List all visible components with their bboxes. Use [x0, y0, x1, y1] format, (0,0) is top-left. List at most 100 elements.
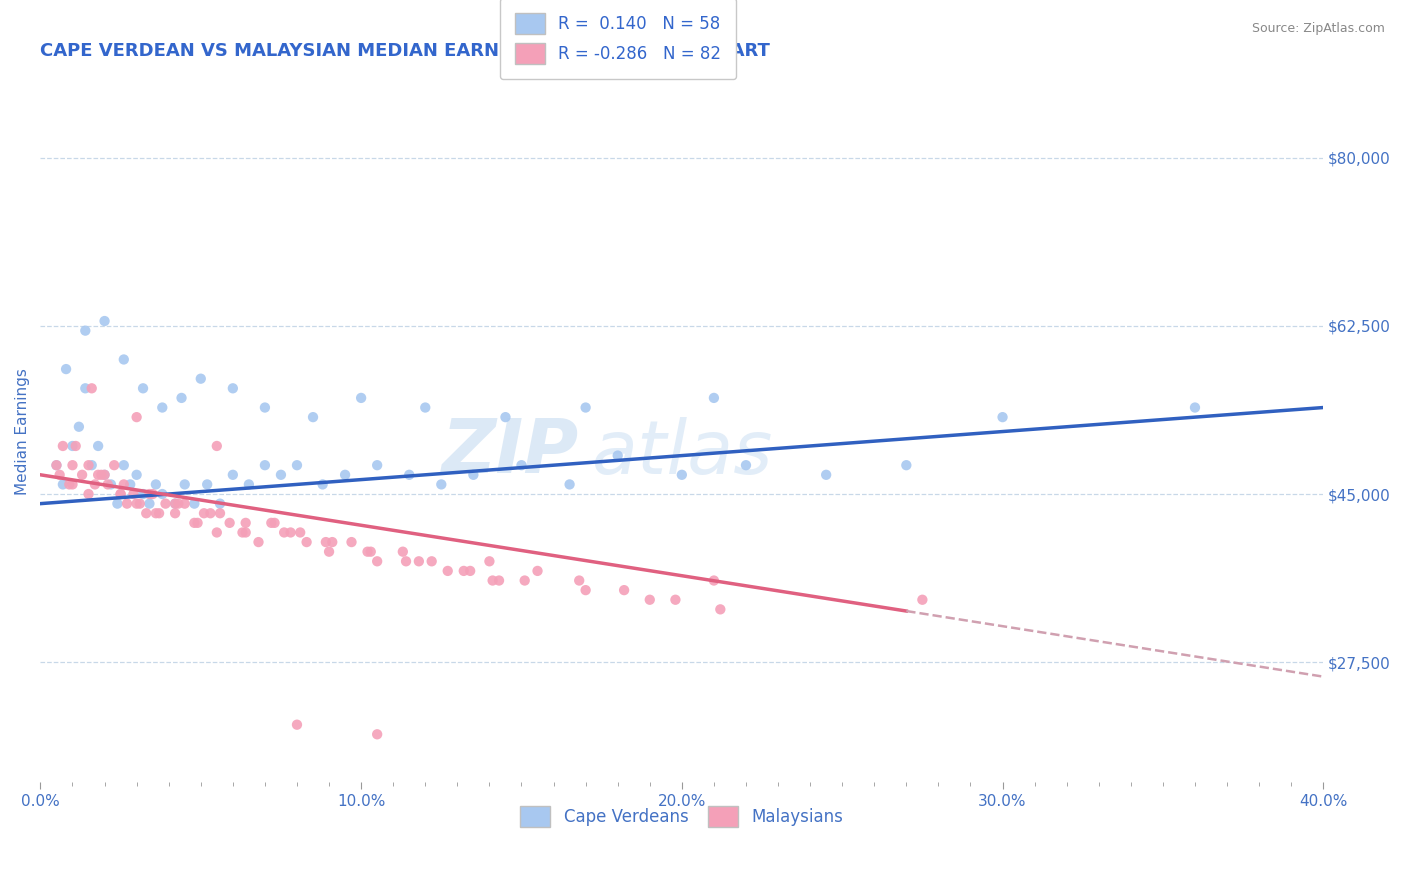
Point	[52, 477, 75, 491]
Point	[231, 525, 253, 540]
Point	[128, 497, 150, 511]
Point	[187, 516, 209, 530]
Point	[77, 487, 100, 501]
Point	[420, 554, 443, 568]
Point	[991, 410, 1014, 425]
Point	[513, 574, 536, 588]
Point	[84, 477, 107, 491]
Point	[398, 467, 420, 482]
Point	[263, 516, 285, 530]
Point	[315, 535, 337, 549]
Point	[575, 583, 598, 598]
Point	[110, 487, 132, 501]
Point	[222, 381, 245, 395]
Point	[606, 449, 628, 463]
Point	[45, 458, 67, 473]
Point	[413, 401, 436, 415]
Point	[62, 439, 84, 453]
Point	[430, 477, 453, 491]
Point	[458, 564, 481, 578]
Point	[80, 458, 103, 473]
Point	[93, 467, 115, 482]
Point	[205, 439, 228, 453]
Point	[55, 362, 77, 376]
Point	[575, 401, 598, 415]
Point	[170, 391, 193, 405]
Point	[87, 467, 110, 482]
Point	[150, 487, 173, 501]
Point	[703, 574, 725, 588]
Point	[273, 525, 295, 540]
Point	[93, 467, 115, 482]
Point	[238, 477, 260, 491]
Point	[395, 554, 418, 568]
Point	[638, 592, 661, 607]
Point	[235, 516, 257, 530]
Point	[93, 314, 115, 328]
Point	[453, 564, 475, 578]
Point	[190, 372, 212, 386]
Text: Source: ZipAtlas.com: Source: ZipAtlas.com	[1251, 22, 1385, 36]
Point	[350, 391, 373, 405]
Point	[247, 535, 270, 549]
Point	[120, 477, 142, 491]
Point	[911, 592, 934, 607]
Point	[356, 544, 378, 558]
Point	[148, 506, 170, 520]
Point	[208, 506, 231, 520]
Point	[193, 506, 215, 520]
Point	[366, 554, 388, 568]
Point	[270, 467, 292, 482]
Point	[65, 439, 87, 453]
Point	[815, 467, 838, 482]
Point	[321, 535, 343, 549]
Point	[1184, 401, 1206, 415]
Point	[463, 467, 485, 482]
Point	[77, 458, 100, 473]
Point	[165, 506, 187, 520]
Point	[45, 458, 67, 473]
Point	[80, 381, 103, 395]
Point	[488, 574, 510, 588]
Point	[735, 458, 758, 473]
Text: atlas: atlas	[592, 417, 773, 489]
Point	[173, 477, 195, 491]
Point	[568, 574, 591, 588]
Legend: Cape Verdeans, Malaysians: Cape Verdeans, Malaysians	[513, 799, 851, 834]
Point	[478, 554, 501, 568]
Point	[253, 458, 276, 473]
Point	[285, 717, 308, 731]
Point	[494, 410, 516, 425]
Point	[200, 506, 222, 520]
Point	[100, 477, 122, 491]
Point	[112, 477, 135, 491]
Point	[132, 381, 155, 395]
Point	[115, 497, 138, 511]
Point	[218, 516, 240, 530]
Point	[285, 458, 308, 473]
Point	[311, 477, 333, 491]
Point	[205, 525, 228, 540]
Point	[165, 497, 187, 511]
Point	[664, 592, 686, 607]
Point	[135, 506, 157, 520]
Point	[260, 516, 283, 530]
Point	[366, 727, 388, 741]
Point	[125, 410, 148, 425]
Point	[222, 467, 245, 482]
Point	[103, 458, 125, 473]
Point	[290, 525, 312, 540]
Point	[122, 487, 145, 501]
Point	[112, 352, 135, 367]
Point	[70, 467, 93, 482]
Point	[280, 525, 302, 540]
Point	[558, 477, 581, 491]
Point	[138, 487, 160, 501]
Point	[90, 467, 112, 482]
Point	[155, 497, 177, 511]
Point	[62, 477, 84, 491]
Point	[703, 391, 725, 405]
Point	[408, 554, 430, 568]
Point	[340, 535, 363, 549]
Point	[145, 477, 167, 491]
